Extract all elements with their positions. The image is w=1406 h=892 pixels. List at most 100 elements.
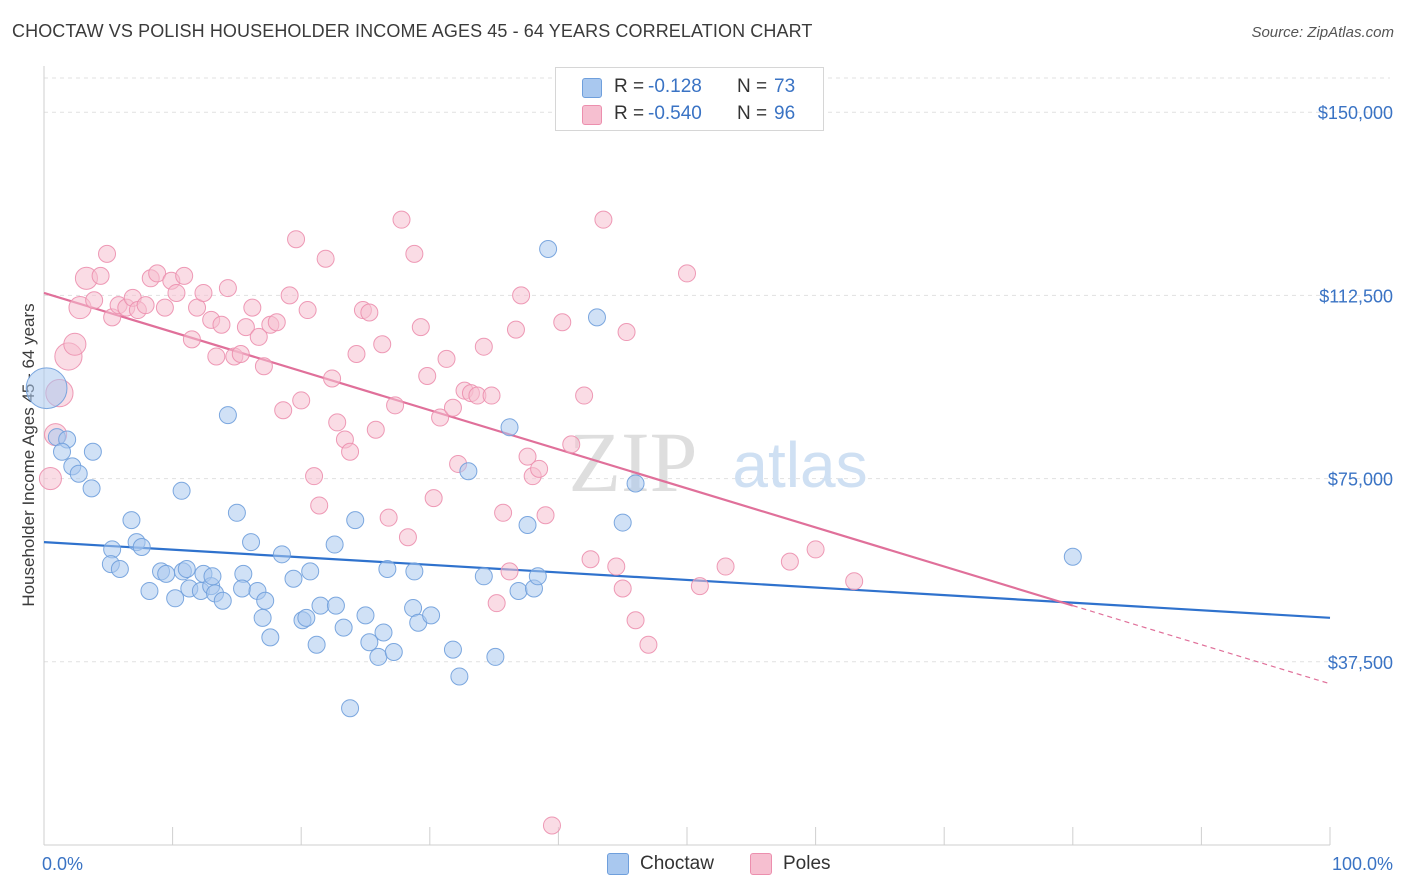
choctaw-point [384,643,403,662]
poles-point [212,315,231,334]
poles-trend-extension [1072,605,1331,685]
y-tick-label: $75,000 [1328,470,1393,490]
choctaw-point [301,562,320,581]
n-label: N = [737,103,768,124]
poles-trend-line [43,291,1074,607]
poles-point [366,420,385,439]
poles-point [360,303,379,322]
choctaw-point [341,699,360,718]
choctaw-point [369,647,388,666]
poles-point [780,552,799,571]
poles-point [323,369,342,388]
poles-point [249,327,268,346]
poles-point [136,296,155,315]
axes [43,66,1331,846]
choctaw-point [326,596,345,615]
choctaw-point [378,559,397,578]
y-tick-label: $112,500 [1319,286,1393,306]
tick-labels: $37,500 $75,000 $112,500 $150,000 0.0% 100.0% [42,103,1393,874]
choctaw-point [132,537,151,556]
poles-point [373,335,392,354]
choctaw-point [177,559,196,578]
correlation-legend: R = -0.128 N = 73 R = -0.540 N = 96 [555,67,824,131]
choctaw-point [356,606,375,625]
poles-point [411,318,430,337]
choctaw-point [422,606,441,625]
legend-label-choctaw: Choctaw [640,853,714,874]
poles-point [487,594,506,613]
data-points [25,210,1082,835]
n-value: 96 [774,103,796,124]
choctaw-point [172,481,191,500]
watermark-zip: ZIP [569,414,698,510]
x-tick-label: 0.0% [42,854,83,874]
poles-point [236,318,255,337]
choctaw-point [284,569,303,588]
choctaw-point [140,581,159,600]
poles-point [494,503,513,522]
poles-point [280,286,299,305]
poles-point [231,345,250,364]
poles-point [207,347,226,366]
poles-point [175,266,194,285]
poles-point [626,611,645,630]
choctaw-point [325,535,344,554]
poles-point [437,349,456,368]
choctaw-point [459,462,478,481]
poles-point [607,557,626,576]
choctaw-point [613,513,632,532]
choctaw-point [405,562,424,581]
poles-point [474,337,493,356]
poles-point [690,577,709,596]
choctaw-point [443,640,462,659]
choctaw-point [518,516,537,535]
choctaw-point [218,406,237,425]
choctaw-point [227,503,246,522]
poles-point [98,244,117,263]
poles-point [148,264,167,283]
poles-point [536,506,555,525]
choctaw-point [25,367,68,410]
poles-point [310,496,329,515]
choctaw-swatch [582,78,602,98]
poles-point [575,386,594,405]
poles-point [386,396,405,415]
poles-point [63,332,87,356]
poles-point [328,413,347,432]
source-label: Source: ZipAtlas.com [1251,24,1394,41]
choctaw-point [233,579,252,598]
poles-point [85,291,104,310]
poles-point [431,408,450,427]
choctaw-point [1063,547,1082,566]
choctaw-point [122,511,141,530]
poles-point [500,562,519,581]
poles-point [845,572,864,591]
choctaw-point [69,464,88,483]
poles-point [506,320,525,339]
choctaw-trend-line [43,541,1331,619]
poles-point [316,249,335,268]
poles-point [398,528,417,547]
poles-point [267,313,286,332]
choctaw-point [360,633,379,652]
choctaw-point [157,564,176,583]
poles-point [418,367,437,386]
y-tick-label: $37,500 [1328,653,1393,673]
choctaw-point [110,559,129,578]
poles-point [194,283,213,302]
poles-point [254,357,273,376]
legend-label-poles: Poles [783,853,831,874]
choctaw-point [500,418,519,437]
n-label: N = [737,76,768,97]
poles-point [182,330,201,349]
poles-point [443,398,462,417]
poles-point [553,313,572,332]
poles-point [512,286,531,305]
choctaw-point [539,239,558,258]
poles-point [274,401,293,420]
choctaw-point [53,442,72,461]
poles-point [581,550,600,569]
watermark-atlas: atlas [732,429,867,501]
r-value: -0.540 [648,103,702,124]
